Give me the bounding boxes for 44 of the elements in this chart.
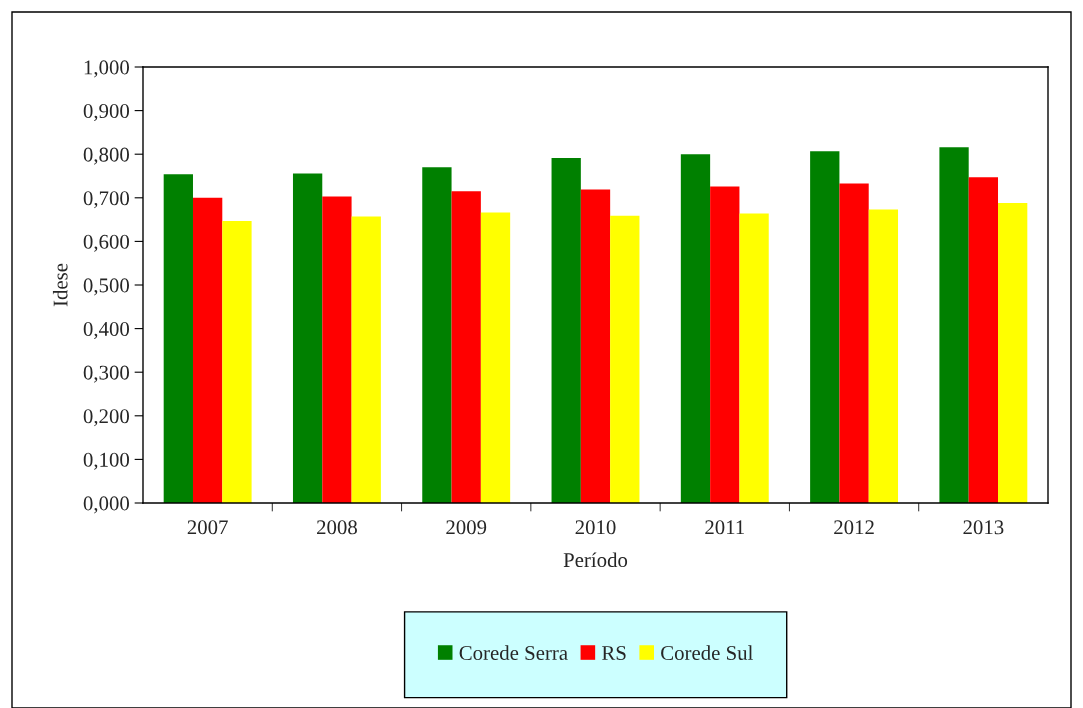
x-axis-title: Período [563, 552, 628, 568]
y-axis-title: Idese [52, 263, 68, 307]
bar [739, 213, 769, 503]
x-tick-label: 2010 [575, 520, 616, 535]
bar [968, 177, 999, 503]
x-tick-label: 2008 [317, 520, 357, 535]
bar [680, 154, 711, 503]
legend-label: RS [602, 646, 626, 661]
bar [322, 196, 352, 503]
y-tick-label: 0,800 [83, 147, 130, 165]
x-tick-label: 2009 [446, 520, 487, 535]
bar [580, 189, 611, 503]
y-tick-label: 0,900 [83, 103, 130, 122]
bar [551, 158, 581, 503]
y-tick-label: 0,500 [83, 278, 130, 296]
bar [998, 203, 1028, 503]
legend-label: Corede Sul [661, 645, 753, 661]
y-tick-label: 0,200 [83, 409, 130, 427]
bar [451, 191, 481, 503]
legend-label: Corede Serra [459, 645, 568, 661]
bar [292, 173, 323, 503]
x-tick-label: 2012 [834, 520, 874, 535]
y-tick-label: 1,000 [84, 60, 130, 78]
bar [939, 147, 969, 503]
bar [163, 174, 193, 503]
bar [810, 151, 840, 503]
x-tick-label: 2013 [963, 520, 1004, 535]
bar [610, 215, 640, 503]
bar [710, 186, 740, 503]
bar [222, 220, 252, 503]
x-tick-label: 2011 [705, 520, 744, 535]
y-tick-label: 0,300 [83, 365, 130, 383]
y-tick-label: 0,000 [83, 496, 130, 514]
y-tick-label: 0,400 [83, 321, 130, 340]
bar [351, 216, 381, 503]
bar [480, 212, 511, 503]
bar [192, 197, 223, 503]
y-tick-label: 0,700 [83, 191, 130, 209]
bar [422, 167, 452, 503]
bar [839, 183, 869, 503]
x-tick-label: 2007 [187, 520, 228, 535]
y-tick-label: 0,600 [83, 234, 130, 252]
bar [868, 209, 899, 503]
y-tick-label: 0,100 [83, 452, 130, 470]
